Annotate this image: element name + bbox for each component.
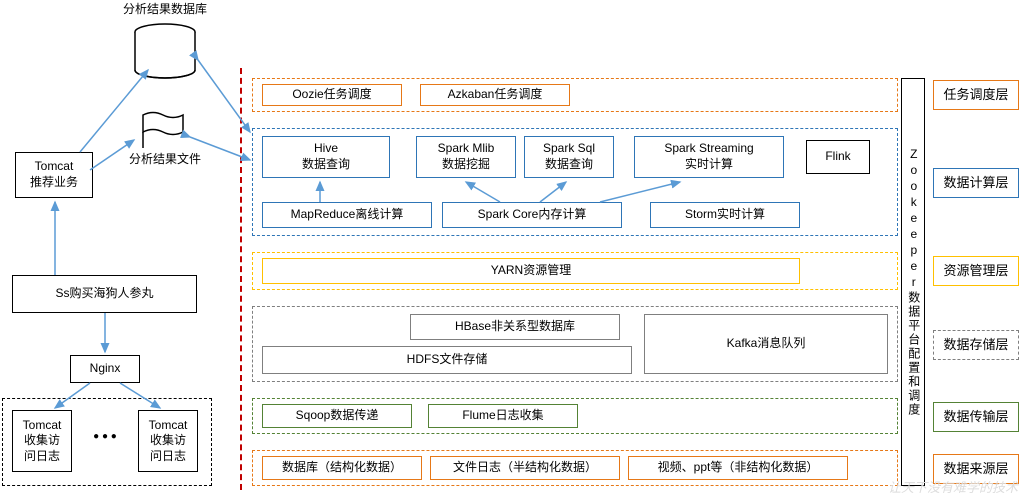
db-source-box: 数据库（结构化数据） [262, 456, 422, 480]
tomcat-log1-box: Tomcat 收集访 问日志 [12, 410, 72, 472]
video-source-box: 视频、ppt等（非结构化数据） [628, 456, 848, 480]
storm-box: Storm实时计算 [650, 202, 800, 228]
dots: ● ● ● [80, 430, 130, 443]
oozie-box: Oozie任务调度 [262, 84, 402, 106]
file-label: 分析结果文件 [115, 152, 215, 168]
stream-box: Spark Streaming 实时计算 [634, 136, 784, 178]
yarn-box: YARN资源管理 [262, 258, 800, 284]
flink-box: Flink [806, 140, 870, 174]
cylinder-icon [130, 22, 200, 82]
mr-box: MapReduce离线计算 [262, 202, 432, 228]
db-label: 分析结果数据库 [100, 2, 230, 18]
flag-icon [138, 110, 188, 150]
tomcat-rec-box: Tomcat 推荐业务 [15, 152, 93, 198]
label-transport: 数据传输层 [933, 402, 1019, 432]
azkaban-box: Azkaban任务调度 [420, 84, 570, 106]
nginx-box: Nginx [70, 355, 140, 383]
hbase-box: HBase非关系型数据库 [410, 314, 620, 340]
watermark: 让天下没有难学的技术 [888, 477, 1018, 496]
hive-box: Hive 数据查询 [262, 136, 390, 178]
hdfs-box: HDFS文件存储 [262, 346, 632, 374]
sqoop-box: Sqoop数据传递 [262, 404, 412, 428]
label-resource: 资源管理层 [933, 256, 1019, 286]
label-compute: 数据计算层 [933, 168, 1019, 198]
mlib-box: Spark Mlib 数据挖掘 [416, 136, 516, 178]
sql-box: Spark Sql 数据查询 [524, 136, 614, 178]
divider-red [240, 68, 242, 490]
zookeeper-box: Zookeeper数据平台配置和调度 [901, 78, 925, 486]
label-storage: 数据存储层 [933, 330, 1019, 360]
label-schedule: 任务调度层 [933, 80, 1019, 110]
spark-box: Spark Core内存计算 [442, 202, 622, 228]
file-source-box: 文件日志（半结构化数据） [430, 456, 620, 480]
flume-box: Flume日志收集 [428, 404, 578, 428]
tomcat-log2-box: Tomcat 收集访 问日志 [138, 410, 198, 472]
ss-box: Ss购买海狗人参丸 [12, 275, 197, 313]
kafka-box: Kafka消息队列 [644, 314, 888, 374]
